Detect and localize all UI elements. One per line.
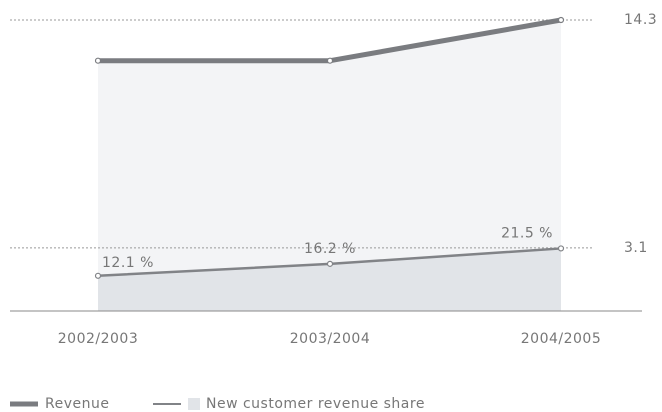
data-label: 12.1 %: [102, 255, 154, 271]
area: [98, 20, 561, 311]
legend-swatch: [188, 398, 200, 410]
data-label: 21.5 %: [501, 225, 553, 241]
x-tick-label: 2004/2005: [521, 331, 601, 347]
area: [98, 248, 561, 311]
y-tick-label: 14.3: [624, 12, 657, 28]
point: [557, 245, 565, 252]
legend-label: New customer revenue share: [206, 396, 425, 412]
point: [94, 57, 102, 64]
data-label: 16.2 %: [304, 241, 356, 257]
y-tick-label: 3.1: [624, 240, 648, 256]
point: [326, 260, 334, 267]
point: [326, 57, 334, 64]
x-tick-label: 2002/2003: [58, 331, 138, 347]
legend-label: Revenue: [45, 396, 109, 412]
x-tick-label: 2003/2004: [290, 331, 370, 347]
point: [94, 272, 102, 279]
point: [557, 16, 565, 24]
